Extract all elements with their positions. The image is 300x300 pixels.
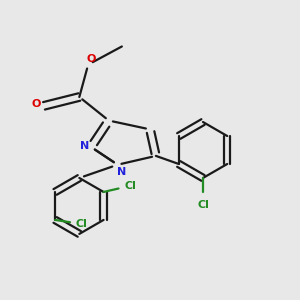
Text: Cl: Cl	[197, 200, 209, 210]
Text: O: O	[86, 54, 96, 64]
Text: Cl: Cl	[124, 181, 136, 191]
Text: N: N	[117, 167, 127, 177]
Text: Cl: Cl	[76, 219, 88, 229]
Text: O: O	[32, 99, 41, 110]
Text: N: N	[80, 141, 89, 151]
